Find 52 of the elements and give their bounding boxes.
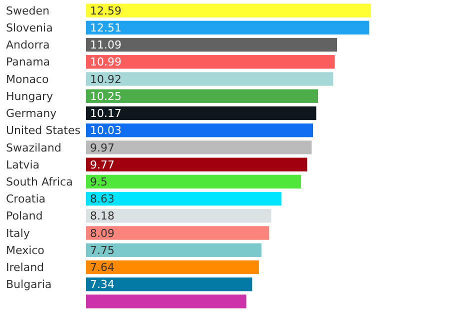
y-tick-label: Poland xyxy=(6,210,43,223)
bar xyxy=(86,72,334,86)
bar xyxy=(86,55,335,69)
y-tick-label: Slovenia xyxy=(6,22,53,35)
data-label: 9.5 xyxy=(90,176,108,189)
data-label: 10.03 xyxy=(90,124,122,138)
data-label: 8.09 xyxy=(90,226,114,240)
y-tick-label: Latvia xyxy=(6,158,40,172)
data-label: 9.97 xyxy=(90,141,114,154)
data-label: 10.17 xyxy=(90,107,122,120)
data-label: 7.75 xyxy=(90,244,114,257)
bar xyxy=(86,106,316,120)
y-tick-label: United States xyxy=(6,124,81,138)
data-label: 10.99 xyxy=(90,56,122,69)
data-label: 8.63 xyxy=(90,192,114,206)
y-tick-label: Swaziland xyxy=(6,141,62,154)
y-tick-label: Bulgaria xyxy=(6,278,52,292)
bar xyxy=(86,174,302,189)
y-tick-label: Panama xyxy=(6,56,50,69)
data-label: 7.34 xyxy=(90,278,114,292)
bar xyxy=(86,20,370,35)
y-tick-label: Germany xyxy=(6,107,58,120)
bar xyxy=(86,140,312,154)
y-tick-label: Mexico xyxy=(6,244,45,257)
y-tick-label: Croatia xyxy=(6,192,46,206)
bar xyxy=(86,226,270,240)
bar xyxy=(86,4,371,18)
bar xyxy=(86,89,318,103)
y-tick-label: Italy xyxy=(6,226,30,240)
bar xyxy=(86,209,272,223)
bar xyxy=(86,38,338,52)
y-tick-label: Monaco xyxy=(6,72,49,86)
y-tick-label: Hungary xyxy=(6,90,54,103)
y-tick-label: Sweden xyxy=(6,4,50,18)
data-label: 12.51 xyxy=(90,22,122,35)
y-tick-label: Ireland xyxy=(6,261,44,274)
data-label: 11.09 xyxy=(90,38,122,52)
bar xyxy=(86,277,252,292)
bar xyxy=(86,260,259,274)
data-label: 8.18 xyxy=(90,210,114,223)
bar xyxy=(86,243,262,257)
data-label: 7.64 xyxy=(90,261,114,274)
bar xyxy=(86,158,308,172)
y-tick-label: Andorra xyxy=(6,38,50,52)
data-label: 10.25 xyxy=(90,90,122,103)
data-label: 12.59 xyxy=(90,4,122,18)
bar xyxy=(86,123,314,138)
data-label: 9.77 xyxy=(90,158,114,172)
bar xyxy=(86,294,246,308)
bar xyxy=(86,192,282,206)
y-tick-label: South Africa xyxy=(6,176,73,189)
data-label: 10.92 xyxy=(90,72,122,86)
